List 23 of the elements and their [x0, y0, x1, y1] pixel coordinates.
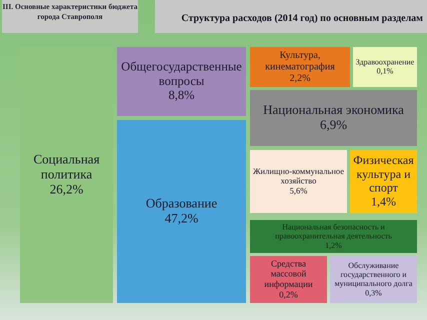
- category-label: Образование: [146, 195, 218, 210]
- data-label: 5,6%: [290, 186, 308, 196]
- data-label: 47,2%: [164, 210, 198, 226]
- category-label: Жилищно-коммунальное хозяйство: [252, 166, 344, 186]
- text: Структура расходов (2014 год) по основным разделам: [155, 0, 427, 33]
- data-label: 0,3%: [365, 288, 382, 298]
- data-label: 6,9%: [320, 116, 348, 132]
- category-label: Культура, кинематография: [265, 50, 336, 73]
- category-label: Национальная безопасность и правоохранительная деятельность: [275, 222, 392, 241]
- data-label: 8,8%: [168, 88, 195, 102]
- data-label: 0,1%: [376, 66, 394, 76]
- category-label: Общегосударственные вопросы: [121, 59, 242, 88]
- data-label: 2,2%: [290, 73, 310, 84]
- category-label: Здравоохранение: [356, 57, 415, 66]
- category-label: Физическая культура и спорт: [353, 152, 414, 195]
- category-label: Национальная экономика: [263, 102, 404, 117]
- data-label: 1,2%: [325, 240, 342, 250]
- data-label: 26,2%: [50, 181, 84, 196]
- category-label: Социальная политика: [33, 151, 100, 182]
- category-label: Средства массовой информации: [264, 258, 313, 290]
- data-label: 0,2%: [279, 289, 298, 300]
- data-label: 1,4%: [371, 194, 396, 208]
- category-label: Обслуживание государственного и муниципального долга: [334, 260, 413, 288]
